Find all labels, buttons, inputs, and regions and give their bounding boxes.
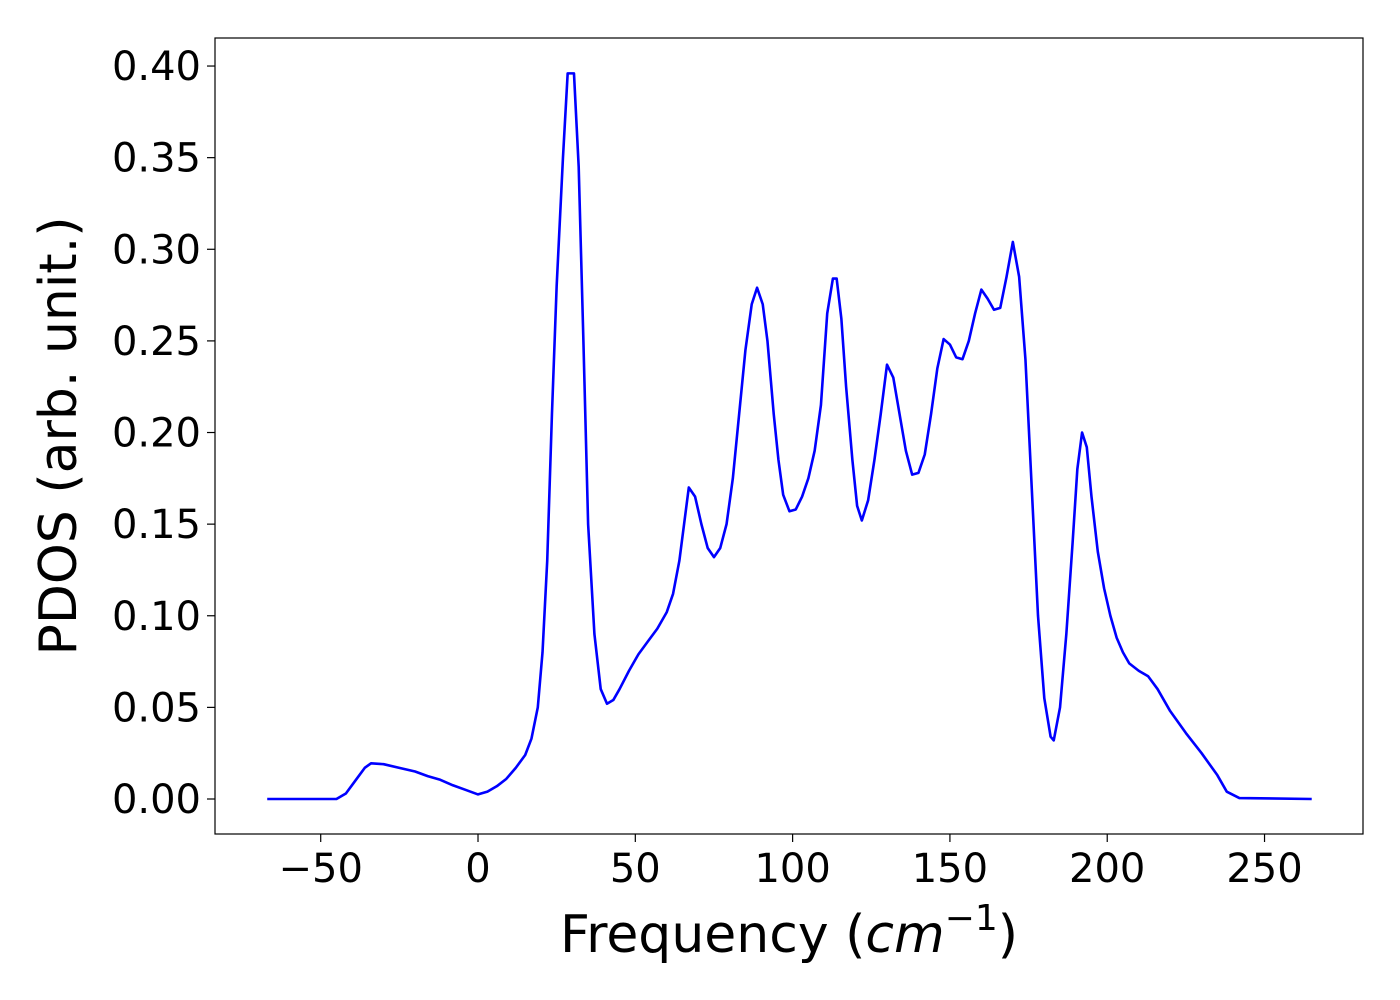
y-tick-label: 0.20 [112,411,201,457]
x-tick-label: 100 [754,846,830,892]
y-tick-label: 0.10 [112,594,201,640]
y-tick-label: 0.35 [112,136,201,182]
y-tick-label: 0.05 [112,685,201,731]
data-line [267,72,1312,801]
x-tick-label: 250 [1226,846,1302,892]
x-tick-label: 150 [912,846,988,892]
y-tick-label: 0.15 [112,502,201,548]
x-tick-label: 200 [1069,846,1145,892]
y-axis-label: PDOS (arb. unit.) [29,216,89,655]
plot-frame [214,37,1364,835]
x-label-exponent: −1 [945,898,998,939]
x-label-close: ) [998,905,1018,965]
x-label-text: Frequency ( [560,905,865,965]
y-tick-label: 0.25 [112,319,201,365]
x-tick-label: 0 [465,846,490,892]
y-tick-label: 0.30 [112,227,201,273]
x-tick-label: −50 [278,846,362,892]
x-axis-label: Frequency (cm−1) [560,898,1018,965]
x-label-unit: cm [865,905,944,965]
x-tick-label: 50 [610,846,661,892]
y-tick-label: 0.40 [112,44,201,90]
y-tick-label: 0.00 [112,777,201,823]
